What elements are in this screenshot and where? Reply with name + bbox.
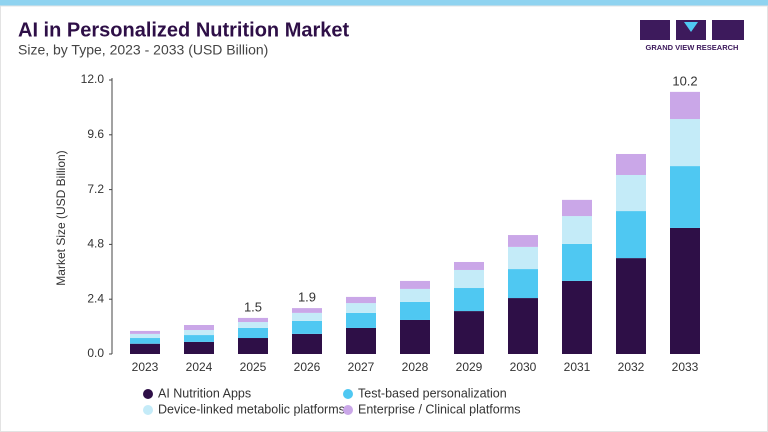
y-tick-label: 7.2 xyxy=(87,182,104,196)
bar-label: 1.9 xyxy=(298,290,316,305)
bar-segment xyxy=(562,199,592,217)
x-tick-label: 2025 xyxy=(240,360,267,374)
bar-segment xyxy=(400,280,430,289)
bar-segment xyxy=(130,343,160,354)
x-tick-label: 2027 xyxy=(348,360,375,374)
bar-segment xyxy=(130,338,160,344)
bar-label: 10.2 xyxy=(672,73,697,88)
bar-segment xyxy=(346,303,376,313)
legend-marker xyxy=(343,405,353,415)
bar-segment xyxy=(184,325,214,331)
logo-block xyxy=(640,20,670,40)
chart-title: AI in Personalized Nutrition Market xyxy=(18,19,350,41)
x-tick-label: 2031 xyxy=(564,360,591,374)
legend-label: Enterprise / Clinical platforms xyxy=(358,402,521,416)
bar-segment xyxy=(616,174,646,212)
bar-segment xyxy=(508,269,538,299)
bar-segment xyxy=(346,312,376,328)
legend-marker xyxy=(343,389,353,399)
logo-mark xyxy=(684,22,698,32)
bar-segment xyxy=(292,333,322,354)
bar-segment xyxy=(616,153,646,175)
bar-segment xyxy=(292,308,322,313)
legend-label: Device-linked metabolic platforms xyxy=(158,402,345,416)
bar-segment xyxy=(670,91,700,120)
bar-segment xyxy=(400,319,430,354)
bar-segment xyxy=(400,301,430,320)
y-tick-label: 4.8 xyxy=(87,237,104,251)
bar-segment xyxy=(400,288,430,302)
bar-segment xyxy=(454,261,484,270)
bar-segment xyxy=(292,312,322,321)
y-axis-title: Market Size (USD Billion) xyxy=(54,150,68,285)
bar-segment xyxy=(508,298,538,354)
bar-segment xyxy=(454,269,484,289)
bar-segment xyxy=(238,327,268,339)
x-tick-label: 2028 xyxy=(402,360,429,374)
bar-segment xyxy=(670,227,700,354)
y-tick-label: 2.4 xyxy=(87,291,104,305)
x-tick-label: 2029 xyxy=(456,360,483,374)
bar-segment xyxy=(562,280,592,354)
bar-segment xyxy=(346,327,376,354)
bar-segment xyxy=(616,258,646,354)
logo-block xyxy=(712,20,744,40)
x-tick-label: 2026 xyxy=(294,360,321,374)
bar-segment xyxy=(292,320,322,334)
bar-segment xyxy=(454,288,484,312)
bar-segment xyxy=(130,333,160,339)
bar-segment xyxy=(616,211,646,259)
y-tick-label: 12.0 xyxy=(81,72,105,86)
x-tick-label: 2030 xyxy=(510,360,537,374)
bar-segment xyxy=(238,338,268,354)
bar-segment xyxy=(454,311,484,354)
x-tick-label: 2033 xyxy=(672,360,699,374)
logo-text: GRAND VIEW RESEARCH xyxy=(646,43,739,52)
x-tick-label: 2032 xyxy=(618,360,645,374)
legend-label: AI Nutrition Apps xyxy=(158,386,251,400)
bar-segment xyxy=(184,341,214,354)
legend-label: Test-based personalization xyxy=(358,386,507,400)
bar-segment xyxy=(130,330,160,334)
bar-label: 1.5 xyxy=(244,299,262,314)
y-tick-label: 9.6 xyxy=(87,127,104,141)
x-tick-label: 2023 xyxy=(132,360,159,374)
bar-segment xyxy=(562,243,592,281)
bar-segment xyxy=(508,235,538,247)
bar-segment xyxy=(670,119,700,167)
x-tick-label: 2024 xyxy=(186,360,213,374)
top-strip xyxy=(0,0,768,6)
bar-segment xyxy=(670,166,700,228)
bar-segment xyxy=(238,322,268,328)
bar-segment xyxy=(184,335,214,342)
legend-marker xyxy=(143,405,153,415)
y-tick-label: 0.0 xyxy=(87,346,104,360)
bar-segment xyxy=(184,330,214,336)
bar-segment xyxy=(562,216,592,244)
logo: GRAND VIEW RESEARCH xyxy=(640,20,744,52)
chart-subtitle: Size, by Type, 2023 - 2033 (USD Billion) xyxy=(18,42,268,58)
bar-segment xyxy=(238,317,268,323)
bar-segment xyxy=(508,246,538,270)
legend-marker xyxy=(143,389,153,399)
bar-segment xyxy=(346,296,376,304)
